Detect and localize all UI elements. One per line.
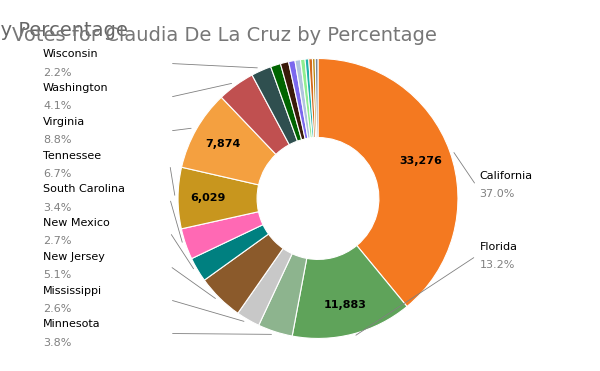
Text: 2.7%: 2.7% — [43, 236, 71, 246]
Text: Florida: Florida — [479, 242, 517, 252]
Text: 4.1%: 4.1% — [43, 101, 71, 111]
Wedge shape — [182, 97, 276, 185]
Wedge shape — [221, 75, 289, 154]
Text: 2.2%: 2.2% — [43, 68, 71, 78]
Text: Tennessee: Tennessee — [43, 151, 101, 161]
Wedge shape — [309, 59, 316, 138]
Text: Mississippi: Mississippi — [43, 286, 102, 296]
Text: New Mexico: New Mexico — [43, 218, 110, 228]
Wedge shape — [191, 225, 269, 280]
Wedge shape — [178, 167, 259, 229]
Wedge shape — [271, 64, 302, 141]
Text: Votes for Claudia De La Cruz by Percentage: Votes for Claudia De La Cruz by Percenta… — [12, 26, 437, 45]
Text: 2.6%: 2.6% — [43, 304, 71, 314]
Wedge shape — [289, 60, 308, 139]
Wedge shape — [313, 59, 317, 138]
Text: Minnesota: Minnesota — [43, 319, 101, 329]
Text: 6.7%: 6.7% — [43, 169, 71, 179]
Wedge shape — [252, 67, 298, 145]
Text: Washington: Washington — [43, 83, 109, 93]
Wedge shape — [280, 62, 305, 140]
Wedge shape — [292, 246, 407, 338]
Wedge shape — [259, 254, 307, 336]
Wedge shape — [205, 234, 283, 313]
Wedge shape — [305, 59, 314, 138]
Text: 37.0%: 37.0% — [479, 189, 515, 199]
Text: California: California — [479, 171, 533, 181]
Text: 3.8%: 3.8% — [43, 338, 71, 348]
Text: Wisconsin: Wisconsin — [43, 49, 98, 59]
Text: 7,874: 7,874 — [205, 139, 241, 149]
Text: 6,029: 6,029 — [191, 193, 226, 203]
Text: 3.4%: 3.4% — [43, 203, 71, 213]
Wedge shape — [238, 249, 292, 325]
Text: 33,276: 33,276 — [400, 157, 443, 167]
Text: New Jersey: New Jersey — [43, 252, 105, 262]
Wedge shape — [315, 59, 318, 138]
Text: 8.8%: 8.8% — [43, 135, 71, 145]
Text: 13.2%: 13.2% — [479, 260, 515, 270]
Wedge shape — [181, 212, 263, 259]
Text: 11,883: 11,883 — [324, 300, 367, 310]
Wedge shape — [295, 60, 310, 138]
Text: South Carolina: South Carolina — [43, 184, 125, 194]
Wedge shape — [301, 59, 313, 138]
Wedge shape — [318, 59, 458, 306]
Text: Virginia: Virginia — [43, 117, 85, 127]
Text: 5.1%: 5.1% — [43, 270, 71, 280]
Text: Votes for Claudia De La Cruz by Percentage: Votes for Claudia De La Cruz by Percenta… — [0, 21, 128, 40]
